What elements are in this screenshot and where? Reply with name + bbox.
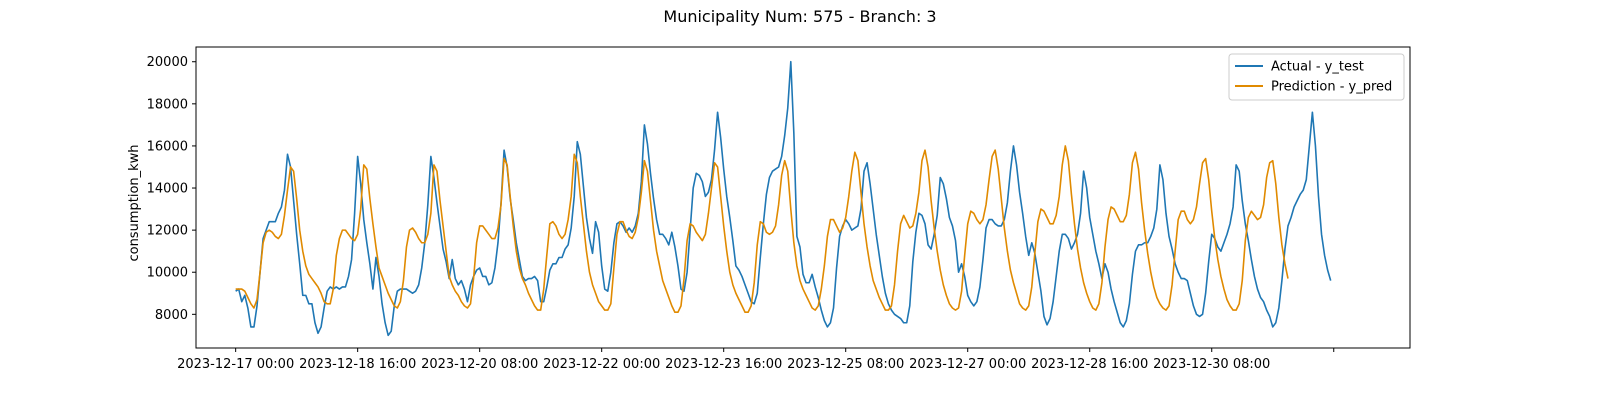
y-tick-label: 8000 [155,308,188,323]
y-tick-label: 12000 [147,224,188,239]
x-tick-label: 2023-12-25 08:00 [787,357,904,372]
y-axis-label: consumption_kwh [127,144,142,261]
y-tick-label: 10000 [147,266,188,281]
y-tick-label: 14000 [147,182,188,197]
series-layer [235,60,1332,337]
legend-label: Prediction - y_pred [1271,80,1392,95]
legend: Actual - y_test Prediction - y_pred [1228,53,1405,101]
x-tick-label: 2023-12-27 00:00 [909,357,1026,372]
x-tick-label: 2023-12-17 00:00 [177,357,294,372]
x-axis: 2023-12-17 00:00 2023-12-18 16:00 2023-12-… [177,348,1335,372]
y-tick-label: 18000 [147,97,188,112]
y-tick-label: 16000 [147,139,188,154]
plot-area-border [195,46,1411,349]
chart-title: Municipality Num: 575 - Branch: 3 [663,7,936,26]
x-tick-label: 2023-12-23 16:00 [665,357,782,372]
plot-frame [195,46,1411,349]
x-tick-label: 2023-12-20 08:00 [421,357,538,372]
x-tick-label: 2023-12-18 16:00 [299,357,416,372]
y-axis: 8000 10000 12000 14000 16000 18000 20000 [147,55,196,323]
series-line-2 [235,145,1289,314]
x-tick-label: 2023-12-30 08:00 [1153,357,1270,372]
y-tick-label: 20000 [147,55,188,70]
x-tick-label: 2023-12-22 00:00 [543,357,660,372]
x-tick-label: 2023-12-28 16:00 [1031,357,1148,372]
legend-label: Actual - y_test [1271,60,1364,75]
legend-box [1228,53,1405,101]
series-line-1 [235,60,1332,337]
